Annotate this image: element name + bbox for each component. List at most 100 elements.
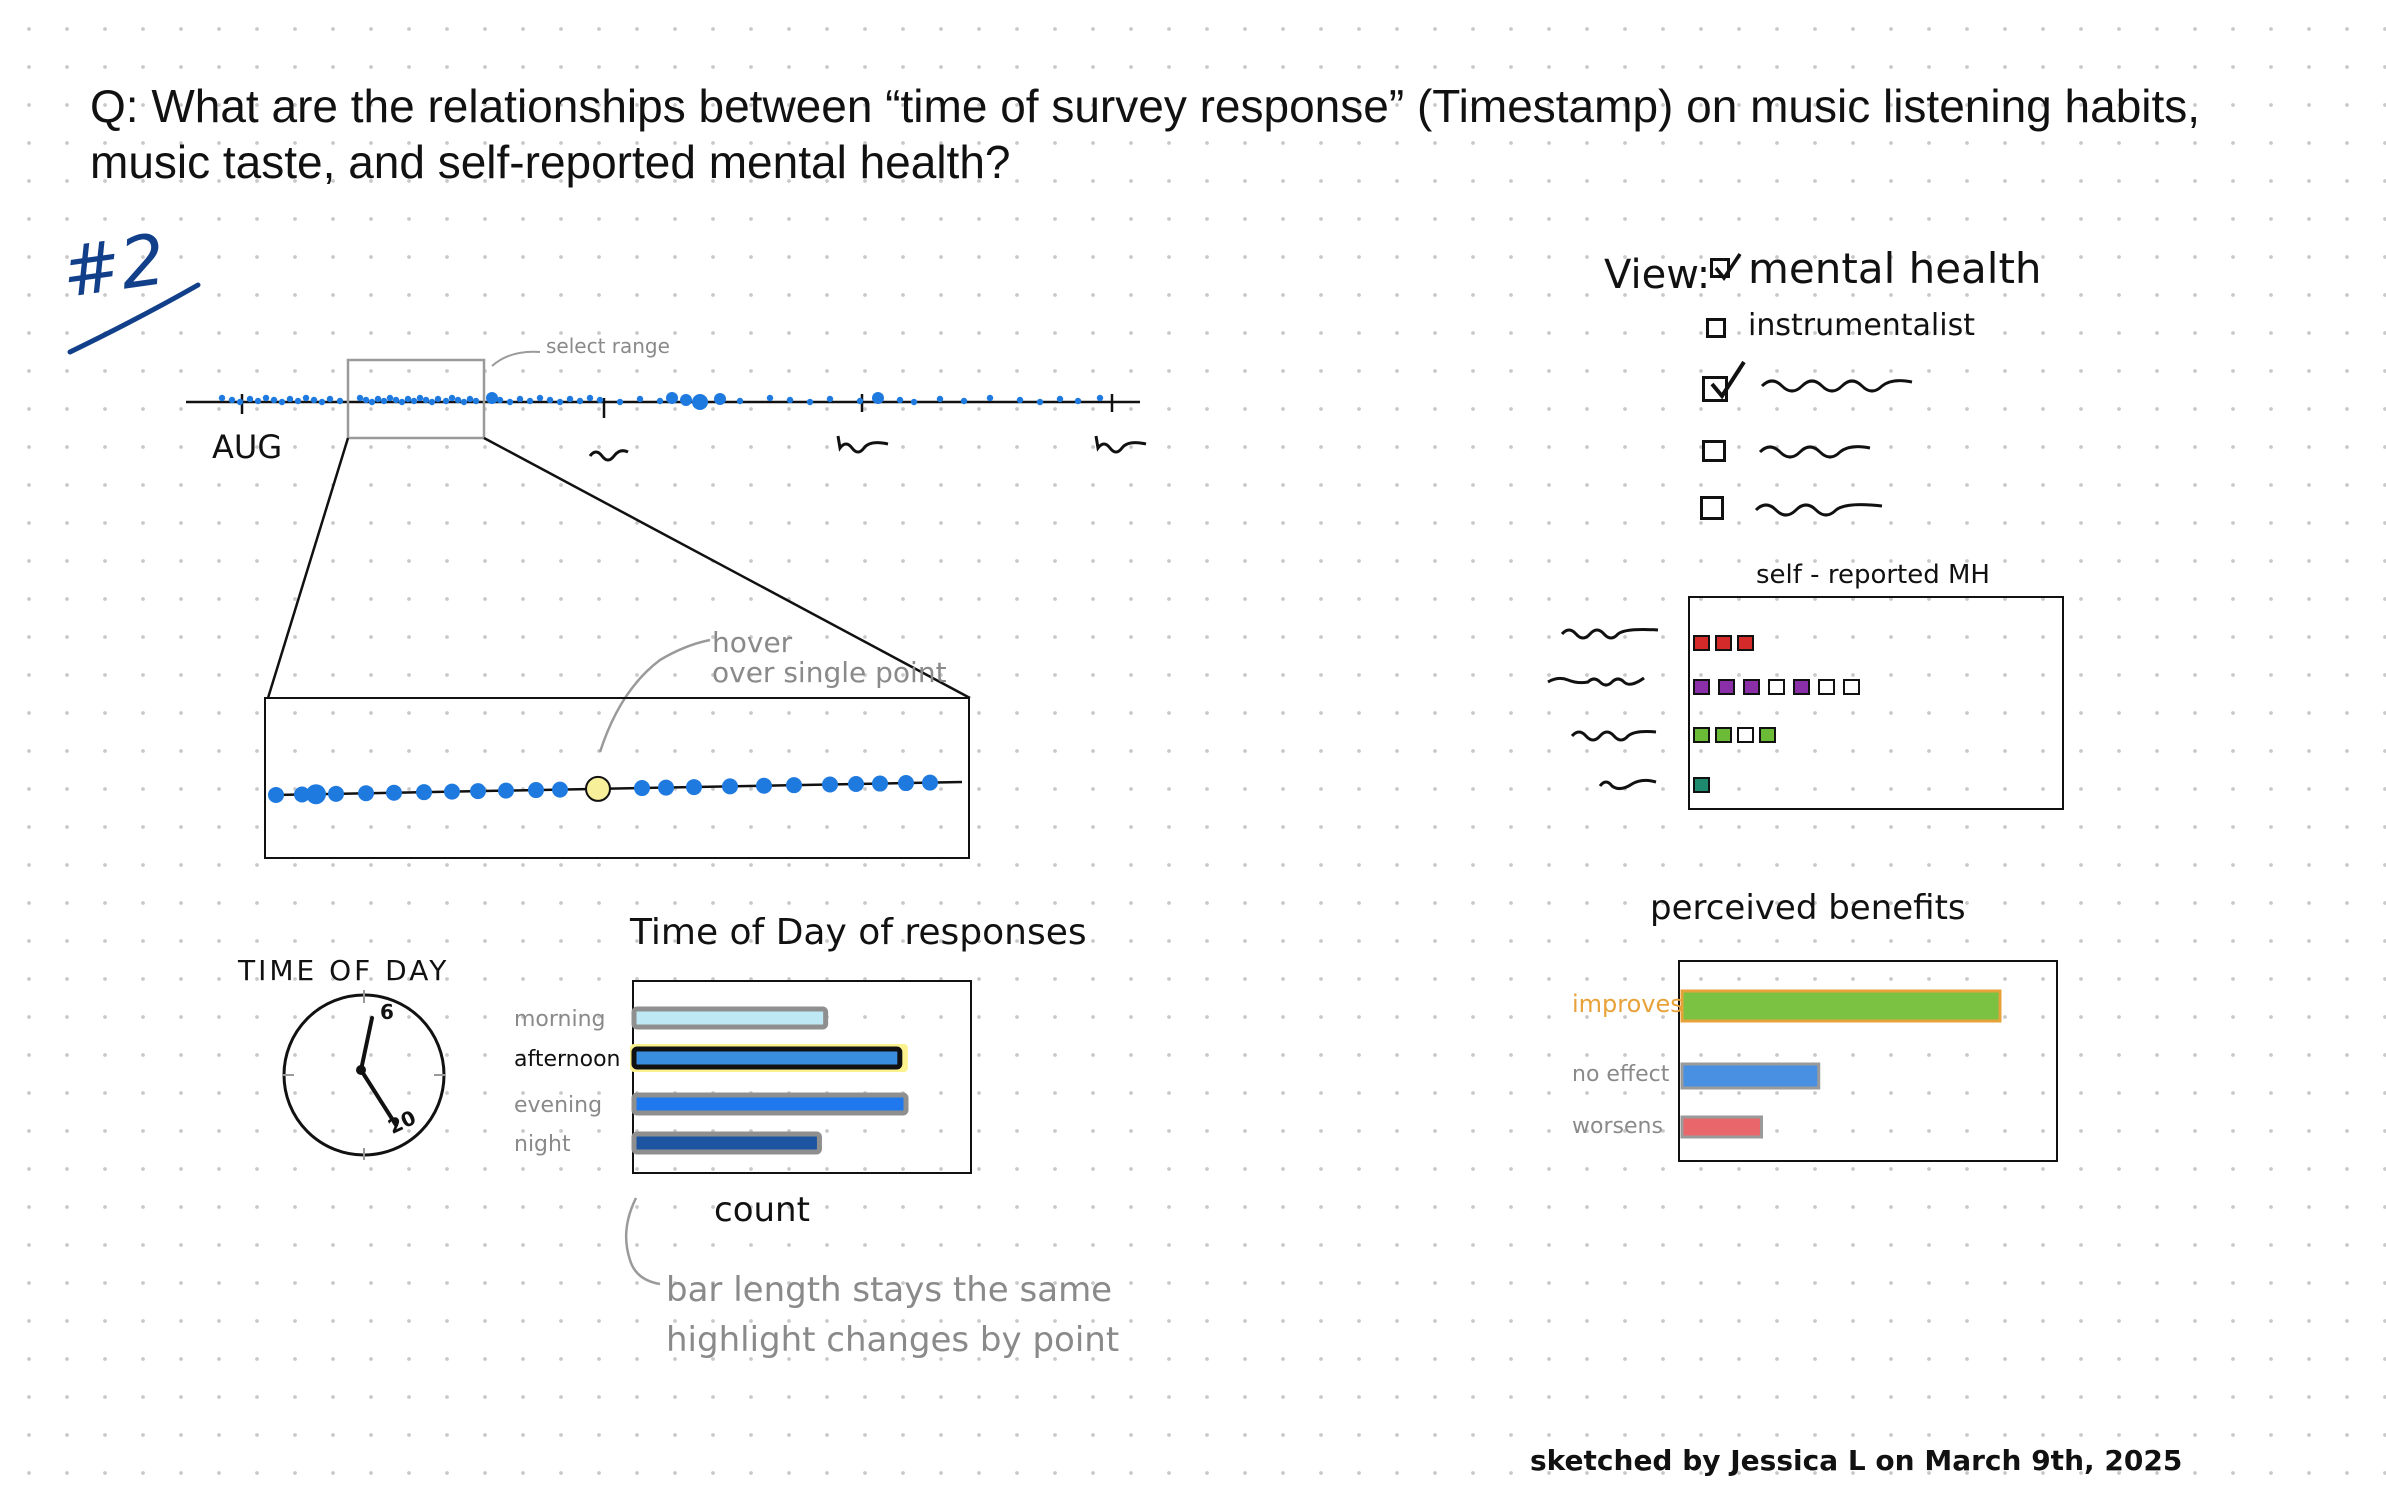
timeline-point	[218, 394, 226, 402]
zoomed-timeline-box[interactable]	[264, 697, 970, 859]
option-3-checkbox[interactable]	[1702, 376, 1728, 402]
benefits-chart-title: perceived benefits	[1650, 888, 1966, 928]
hover-annotation-line1: hover	[712, 626, 793, 659]
zoom-point	[658, 779, 674, 796]
timeline-point	[398, 398, 406, 406]
timeline-point	[356, 394, 364, 402]
timeline-point	[526, 397, 534, 405]
timeline-point	[362, 396, 370, 404]
timeline-point	[1056, 395, 1064, 403]
select-range-label: select range	[546, 334, 670, 358]
tod-label-morning: morning	[514, 1007, 606, 1032]
zoom-point	[822, 776, 838, 793]
zoom-point	[848, 776, 864, 793]
timeline-point	[228, 396, 236, 404]
zoom-point	[872, 775, 888, 792]
timeline-point	[586, 394, 594, 402]
hover-annotation-line2: over single point	[712, 656, 947, 689]
zoom-point	[498, 782, 514, 799]
zoom-point	[722, 778, 738, 795]
timeline-point	[986, 394, 994, 402]
zoom-point	[756, 777, 772, 794]
tod-label-evening: evening	[514, 1093, 602, 1118]
mh-square	[1737, 635, 1754, 651]
zoom-point	[528, 782, 544, 799]
tick-squiggle	[588, 449, 629, 462]
timeline-point	[466, 395, 474, 403]
timeline-point	[318, 398, 326, 406]
timeline-point	[910, 398, 918, 406]
timeline-point	[326, 395, 334, 403]
instrumentalist-option-label[interactable]: instrumentalist	[1748, 308, 1975, 343]
tod-note-line2: highlight changes by point	[666, 1320, 1120, 1360]
timeline-point	[666, 392, 678, 404]
timeline-point	[786, 396, 794, 404]
select-range-box	[346, 358, 486, 440]
benefits-label-worsens: worsens	[1572, 1114, 1663, 1139]
benefits-label-no-effect: no effect	[1572, 1062, 1670, 1087]
mh-square	[1759, 727, 1776, 743]
option-5-checkbox[interactable]	[1700, 496, 1724, 520]
timeline-point	[596, 396, 604, 404]
question-title: Q: What are the relationships between “t…	[90, 80, 2201, 188]
timeline-point	[270, 396, 278, 404]
timeline-start-label: AUG	[212, 428, 283, 466]
option-4-checkbox[interactable]	[1702, 440, 1726, 462]
mh-square	[1718, 679, 1735, 695]
tod-bar-night	[631, 1131, 822, 1155]
zoom-point	[268, 786, 284, 803]
timeline-point	[380, 397, 388, 405]
hovered-point	[585, 775, 611, 802]
timeline-point	[310, 396, 318, 404]
benefits-label-improves: improves	[1572, 990, 1683, 1018]
tod-bar-evening	[631, 1092, 909, 1116]
mh-square	[1793, 679, 1810, 695]
timeline-point	[302, 394, 310, 402]
timeline-point	[856, 397, 864, 405]
timeline-point	[576, 397, 584, 405]
timeline-point	[506, 398, 514, 406]
mh-square	[1743, 679, 1760, 695]
timeline-point	[714, 393, 726, 405]
timeline-point	[336, 397, 344, 405]
mental-health-option-label[interactable]: mental health	[1748, 244, 2042, 293]
clock-minute-hand	[359, 1068, 398, 1127]
zoom-point	[470, 783, 486, 800]
timeline-point	[556, 398, 564, 406]
tick-squiggle	[836, 435, 889, 454]
timeline-point	[254, 397, 262, 405]
tod-bar-morning	[631, 1006, 829, 1030]
tod-label-night: night	[514, 1132, 571, 1157]
clock-title: TIME OF DAY	[238, 954, 450, 987]
timeline-point	[692, 394, 708, 410]
timeline-point	[1096, 394, 1104, 402]
timeline-point	[236, 398, 244, 406]
tod-chart-xlabel: count	[714, 1190, 810, 1230]
timeline-point	[416, 394, 424, 402]
timeline-point	[536, 394, 544, 402]
timeline-point	[1036, 398, 1044, 406]
mh-chart-title: self - reported MH	[1756, 560, 1990, 590]
zoom-point	[306, 784, 326, 805]
timeline-point	[262, 394, 270, 402]
timeline-point	[422, 396, 430, 404]
zoom-point	[444, 783, 460, 800]
benefits-bar-0	[1680, 989, 2002, 1023]
benefits-bar-2	[1680, 1115, 1763, 1139]
timeline-point	[294, 397, 302, 405]
instrumentalist-checkbox[interactable]	[1706, 318, 1726, 338]
timeline-point	[442, 397, 450, 405]
timeline-point	[766, 394, 774, 402]
mh-square	[1693, 777, 1710, 793]
mental-health-checkbox[interactable]	[1710, 258, 1730, 278]
tod-label-afternoon: afternoon	[514, 1047, 620, 1072]
timeline-point	[566, 395, 574, 403]
timeline-point	[656, 397, 664, 405]
mh-square	[1715, 635, 1732, 651]
timeline-point	[392, 396, 400, 404]
benefits-bar-1	[1680, 1062, 1821, 1090]
zoom-point	[686, 779, 702, 796]
